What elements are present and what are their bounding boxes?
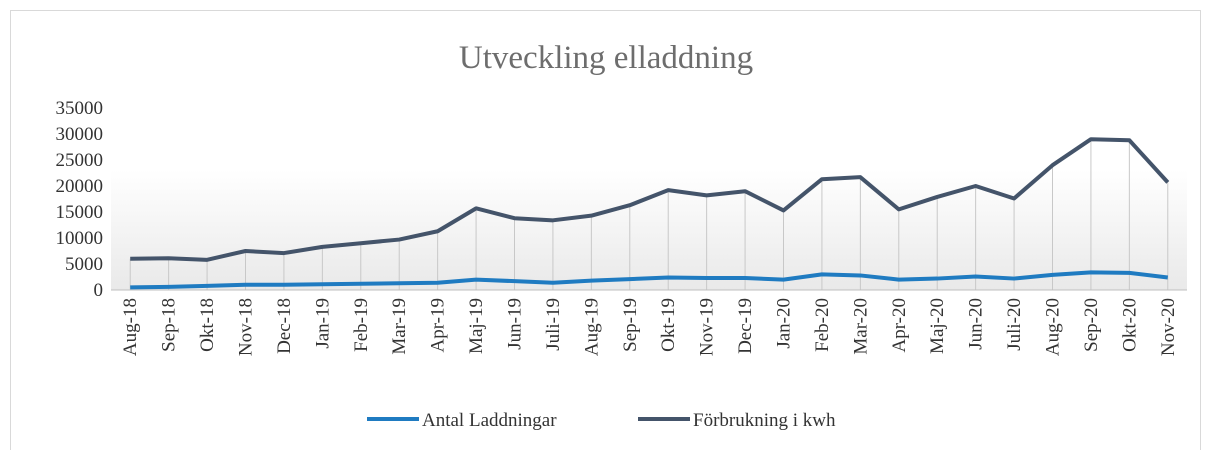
y-tick-label: 25000 xyxy=(56,150,104,171)
x-tick-label: Nov-19 xyxy=(697,298,718,356)
x-tick-label: Nov-18 xyxy=(236,298,257,356)
x-tick-label: Apr-19 xyxy=(428,298,449,353)
x-tick-label: Okt-20 xyxy=(1119,298,1140,352)
x-tick-label: Sep-18 xyxy=(159,298,180,352)
x-tick-label: Feb-19 xyxy=(351,298,372,352)
x-tick-label: Aug-19 xyxy=(581,298,602,356)
x-tick-label: Dec-18 xyxy=(274,298,295,354)
y-tick-label: 5000 xyxy=(65,254,103,275)
x-tick-label: Okt-18 xyxy=(197,298,218,352)
chart-title: Utveckling elladdning xyxy=(459,40,753,76)
x-tick-label: Apr-20 xyxy=(889,298,910,353)
x-tick-label: Okt-19 xyxy=(658,298,679,352)
y-tick-label: 15000 xyxy=(56,202,104,223)
series-line xyxy=(130,270,1169,290)
x-tick-label: Mar-19 xyxy=(389,298,410,355)
y-tick-label: 20000 xyxy=(56,176,104,197)
x-tick-label: Juli-19 xyxy=(543,298,564,351)
x-tick-label: Sep-19 xyxy=(620,298,641,352)
series-line xyxy=(130,137,1170,262)
legend-label: Antal Laddningar xyxy=(422,410,557,431)
y-tick-label: 0 xyxy=(94,280,104,301)
x-tick-label: Aug-18 xyxy=(120,298,141,356)
x-tick-label: Aug-20 xyxy=(1043,298,1064,356)
x-tick-label: Maj-19 xyxy=(466,298,487,354)
x-tick-label: Mar-20 xyxy=(850,298,871,355)
y-tick-label: 10000 xyxy=(56,228,104,249)
x-tick-label: Jun-20 xyxy=(966,298,987,350)
x-tick-label: Jun-19 xyxy=(505,298,526,350)
plot-background xyxy=(111,170,1187,290)
y-tick-label: 30000 xyxy=(56,124,104,145)
x-tick-label: Maj-20 xyxy=(927,298,948,354)
x-tick-label: Juli-20 xyxy=(1004,298,1025,351)
x-tick-label: Jan-20 xyxy=(774,298,795,349)
legend-label: Förbrukning i kwh xyxy=(693,410,836,431)
x-tick-label: Jan-19 xyxy=(312,298,333,349)
x-tick-label: Nov-20 xyxy=(1158,298,1179,356)
x-tick-label: Sep-20 xyxy=(1081,298,1102,352)
x-tick-label: Dec-19 xyxy=(735,298,756,354)
x-tick-label: Feb-20 xyxy=(812,298,833,352)
y-tick-label: 35000 xyxy=(56,98,104,119)
